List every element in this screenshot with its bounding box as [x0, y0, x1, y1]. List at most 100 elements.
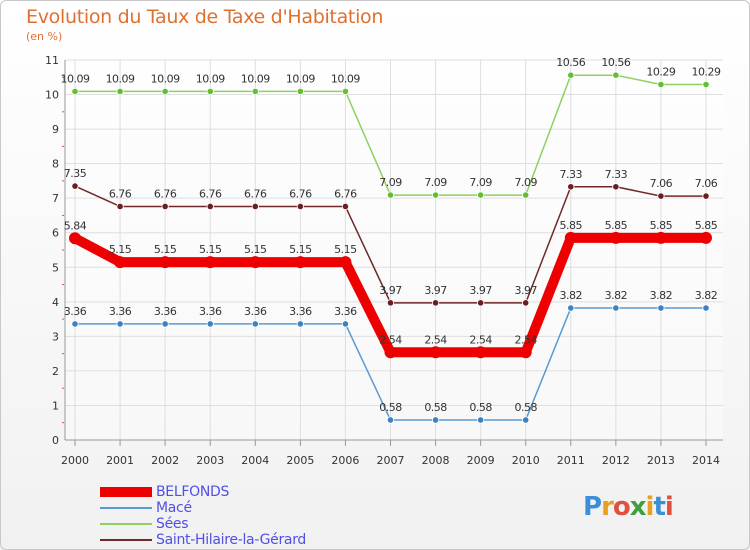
- y-tick-label: 9: [52, 123, 59, 136]
- data-point-belfonds: [114, 256, 127, 269]
- chart-title: Evolution du Taux de Taxe d'Habitation: [26, 6, 384, 28]
- data-label-mace: 0.58: [514, 401, 537, 414]
- data-point-sees: [522, 191, 530, 199]
- data-point-sees: [116, 87, 124, 96]
- data-label-saint-hilaire-la-gerard: 7.06: [695, 177, 718, 190]
- legend-label: BELFONDS: [156, 484, 230, 500]
- data-label-belfonds: 5.15: [289, 243, 312, 256]
- data-label-belfonds: 5.85: [650, 219, 673, 232]
- legend-swatch: [100, 507, 152, 509]
- data-label-mace: 0.58: [469, 401, 492, 414]
- data-label-mace: 3.36: [289, 305, 312, 318]
- data-label-mace: 3.82: [650, 289, 673, 302]
- data-label-mace: 3.82: [605, 289, 628, 302]
- data-point-belfonds: [159, 256, 172, 269]
- x-tick-label: 2009: [467, 454, 495, 467]
- legend-label: Saint-Hilaire-la-Gérard: [156, 532, 306, 548]
- data-label-mace: 0.58: [424, 401, 447, 414]
- data-label-sees: 10.29: [692, 66, 721, 79]
- data-label-sees: 7.09: [424, 176, 447, 189]
- data-label-saint-hilaire-la-gerard: 7.35: [64, 167, 87, 180]
- data-point-mace: [567, 304, 575, 312]
- data-label-mace: 3.82: [560, 289, 583, 302]
- y-tick-label: 1: [52, 399, 59, 412]
- data-label-saint-hilaire-la-gerard: 6.76: [289, 187, 312, 200]
- data-point-saint-hilaire-la-gerard: [386, 299, 395, 307]
- data-point-saint-hilaire-la-gerard: [567, 183, 575, 191]
- data-label-saint-hilaire-la-gerard: 7.06: [650, 177, 673, 190]
- y-tick-label: 6: [52, 227, 59, 240]
- data-point-sees: [71, 87, 79, 96]
- data-point-belfonds: [519, 346, 532, 359]
- data-point-mace: [116, 320, 124, 328]
- data-label-belfonds: 5.15: [109, 243, 132, 256]
- x-tick-label: 2004: [241, 454, 269, 467]
- x-tick-label: 2002: [151, 454, 179, 467]
- data-point-mace: [612, 304, 620, 312]
- data-point-belfonds: [249, 256, 262, 269]
- data-label-sees: 10.09: [286, 72, 315, 85]
- y-tick-label: 0: [52, 434, 59, 447]
- data-label-sees: 7.09: [514, 176, 537, 189]
- data-point-saint-hilaire-la-gerard: [477, 299, 485, 307]
- x-tick-label: 2005: [286, 454, 314, 467]
- data-label-mace: 3.36: [64, 305, 87, 318]
- data-label-saint-hilaire-la-gerard: 7.33: [560, 168, 583, 181]
- x-tick-label: 2008: [422, 454, 450, 467]
- data-label-saint-hilaire-la-gerard: 3.97: [379, 284, 402, 297]
- data-point-belfonds: [294, 256, 307, 269]
- plot-area: [65, 60, 723, 440]
- data-point-sees: [341, 87, 350, 96]
- data-label-sees: 10.09: [241, 72, 270, 85]
- data-point-mace: [206, 320, 214, 328]
- x-tick-label: 2011: [557, 454, 585, 467]
- data-point-sees: [251, 87, 259, 96]
- x-tick-label: 2000: [61, 454, 89, 467]
- data-point-saint-hilaire-la-gerard: [251, 202, 259, 211]
- x-tick-label: 2003: [196, 454, 224, 467]
- data-label-mace: 3.82: [695, 289, 718, 302]
- data-label-mace: 3.36: [244, 305, 267, 318]
- data-label-belfonds: 2.54: [514, 333, 537, 346]
- data-point-belfonds: [654, 231, 667, 244]
- data-point-saint-hilaire-la-gerard: [612, 183, 620, 191]
- data-label-mace: 3.36: [109, 305, 132, 318]
- data-label-belfonds: 5.85: [605, 219, 628, 232]
- data-label-belfonds: 5.84: [64, 219, 87, 232]
- data-label-belfonds: 2.54: [424, 333, 447, 346]
- data-point-mace: [161, 320, 169, 328]
- data-label-belfonds: 2.54: [469, 333, 492, 346]
- data-point-sees: [702, 80, 710, 89]
- data-point-sees: [206, 87, 214, 96]
- data-point-mace: [522, 416, 530, 424]
- data-label-sees: 7.09: [379, 176, 402, 189]
- data-label-sees: 10.29: [646, 66, 675, 79]
- data-point-sees: [567, 71, 575, 79]
- data-label-mace: 3.36: [199, 305, 222, 318]
- data-point-saint-hilaire-la-gerard: [522, 299, 530, 307]
- data-label-sees: 10.09: [196, 72, 225, 85]
- data-label-saint-hilaire-la-gerard: 6.76: [244, 187, 267, 200]
- data-label-sees: 10.09: [151, 72, 180, 85]
- data-label-mace: 3.36: [154, 305, 177, 318]
- data-label-saint-hilaire-la-gerard: 7.33: [605, 168, 628, 181]
- data-point-mace: [431, 416, 440, 424]
- data-point-mace: [477, 416, 485, 424]
- x-tick-label: 2001: [106, 454, 134, 467]
- data-point-belfonds: [429, 346, 442, 359]
- data-point-mace: [251, 320, 259, 328]
- data-label-belfonds: 5.85: [560, 219, 583, 232]
- data-point-sees: [431, 191, 440, 199]
- data-label-sees: 10.09: [106, 72, 135, 85]
- data-point-sees: [477, 191, 485, 199]
- data-point-mace: [71, 320, 79, 328]
- data-point-belfonds: [339, 256, 352, 269]
- chart-subtitle: (en %): [26, 30, 63, 43]
- data-point-mace: [296, 320, 304, 328]
- legend-swatch: [100, 523, 152, 525]
- data-point-saint-hilaire-la-gerard: [341, 202, 350, 211]
- data-point-saint-hilaire-la-gerard: [206, 202, 214, 211]
- y-tick-label: 10: [45, 89, 59, 102]
- y-tick-label: 4: [52, 296, 59, 309]
